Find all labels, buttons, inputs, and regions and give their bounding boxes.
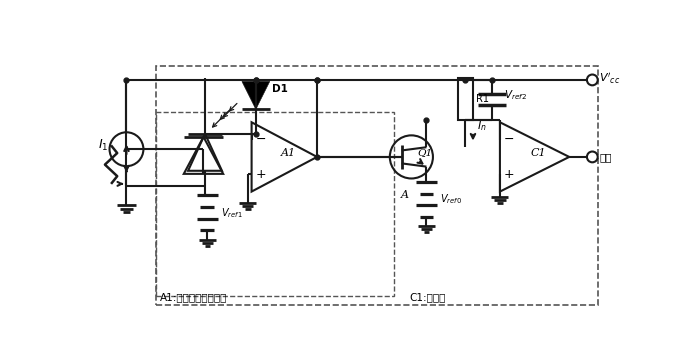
Text: A: A [401,190,409,200]
Text: $V_{ref1}$: $V_{ref1}$ [221,206,243,220]
Text: $I_n$: $I_n$ [477,119,486,132]
Bar [156,66,598,305]
Text: A1: A1 [281,148,296,158]
Text: +: + [504,168,515,181]
Text: −: − [504,133,515,146]
Text: +: + [255,168,266,181]
Text: $V_{ref2}$: $V_{ref2}$ [504,88,526,102]
Text: A1:高增益运算放大器: A1:高增益运算放大器 [159,292,227,302]
Text: C1: C1 [531,148,546,158]
Text: D1: D1 [272,84,288,94]
Bar [156,112,395,295]
Bar [457,78,473,120]
Text: $I_1$: $I_1$ [98,138,108,153]
Text: C1:比较器: C1:比较器 [410,292,446,302]
Text: 输出: 输出 [599,152,612,162]
Text: $V'_{cc}$: $V'_{cc}$ [599,71,620,86]
Text: −: − [255,133,266,146]
Text: $V_{ref0}$: $V_{ref0}$ [440,193,462,206]
Polygon shape [242,82,270,109]
Text: R1: R1 [476,94,489,104]
Text: Q1: Q1 [417,149,433,158]
